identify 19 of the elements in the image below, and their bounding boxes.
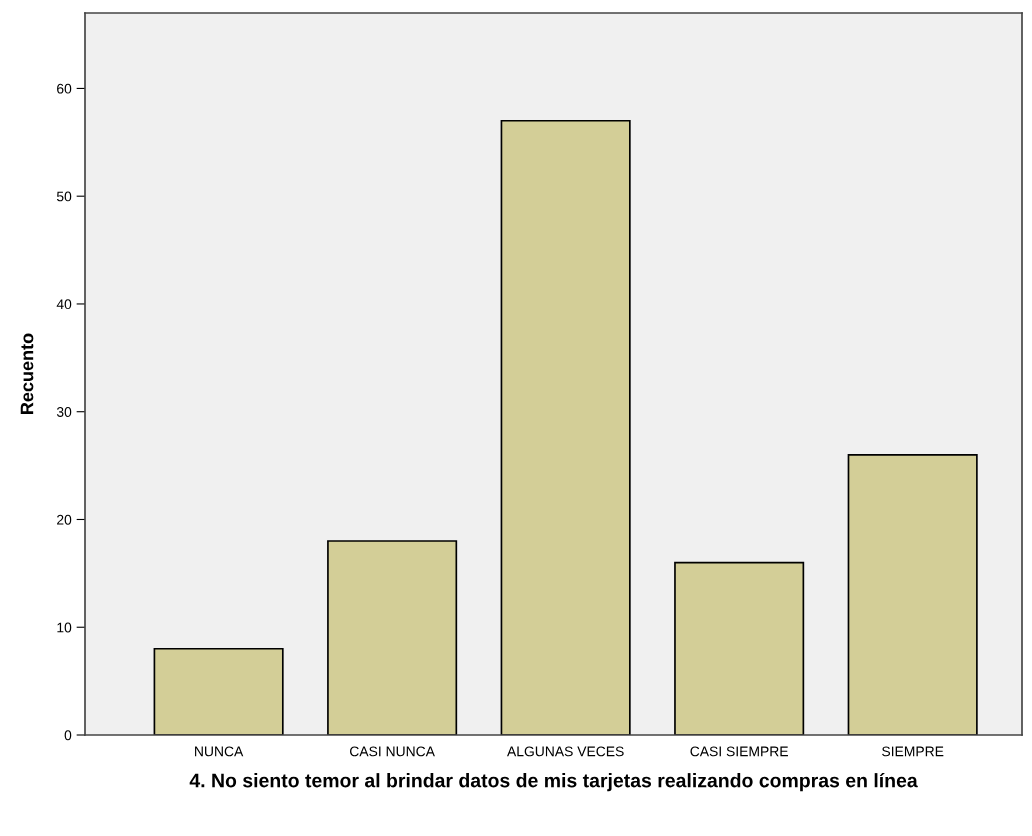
- y-tick-label: 10: [57, 622, 72, 633]
- y-tick-label: 40: [56, 299, 72, 310]
- bar: [674, 561, 805, 735]
- y-tick-label: 20: [57, 514, 72, 525]
- x-tick-label: NUNCA: [195, 746, 244, 757]
- y-tick-label: 50: [56, 191, 72, 202]
- bar: [847, 453, 978, 735]
- y-tick-label: 0: [64, 730, 72, 741]
- x-tick-label: SIEMPRE: [882, 746, 944, 757]
- x-tick-label: CASI SIEMPRE: [690, 746, 788, 757]
- y-tick-label: 30: [56, 407, 72, 417]
- bar: [153, 647, 284, 735]
- x-tick-label: CASI NUNCA: [350, 746, 435, 757]
- y-tick-label: 60: [57, 83, 72, 94]
- bar: [500, 119, 631, 735]
- y-axis-title: Recuento: [20, 333, 34, 414]
- x-axis-title: 4. No siento temor al brindar datos de mis tarjetas realizando compras en línea: [189, 772, 918, 792]
- bar: [327, 540, 458, 735]
- x-tick-label: ALGUNAS VECES: [507, 746, 624, 757]
